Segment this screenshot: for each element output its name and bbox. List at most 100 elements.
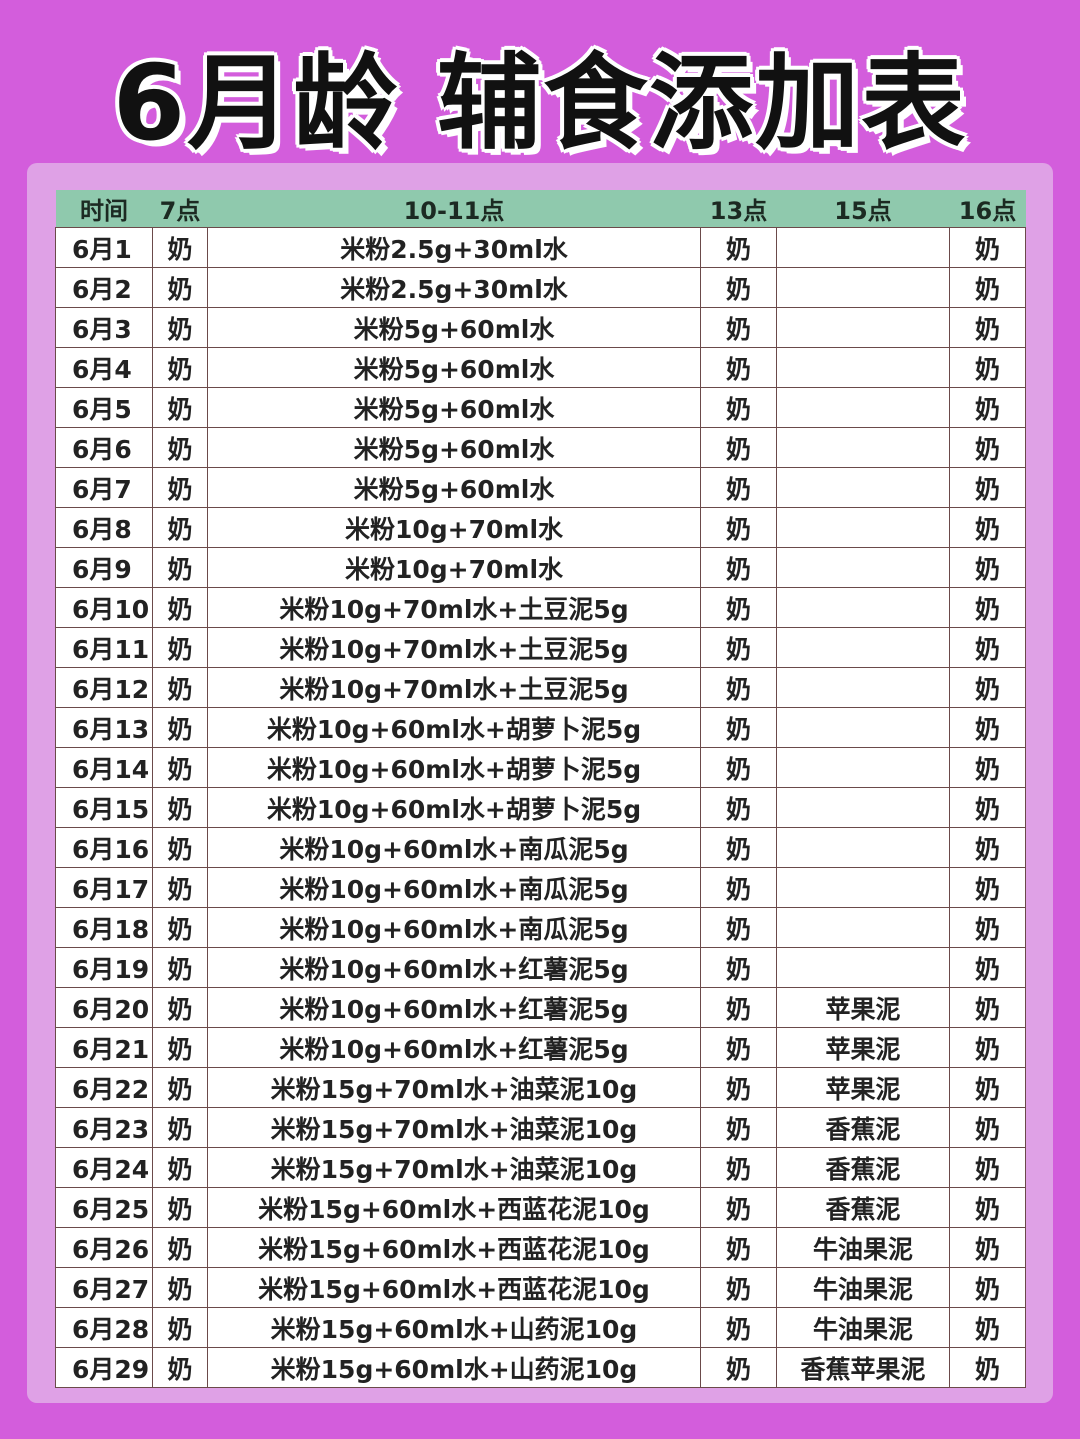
- table-row: 6月1 奶米粉2.5g+30ml水奶奶: [55, 227, 1026, 268]
- cell-date: 6月16: [55, 827, 153, 868]
- feeding-schedule-table: 时间 7点 10-11点 13点 15点 16点 6月1 奶米粉2.5g+30ml…: [55, 190, 1026, 1388]
- cell-7: 奶: [152, 1227, 208, 1268]
- cell-15: [776, 307, 950, 348]
- table-row: 6月26 奶米粉15g+60ml水+西蓝花泥10g 奶牛油果泥奶: [55, 1227, 1026, 1268]
- cell-15: 牛油果泥: [776, 1227, 950, 1268]
- cell-date: 6月19: [55, 947, 153, 988]
- cell-15: [776, 667, 950, 708]
- table-row: 6月21 奶米粉10g+60ml水+红薯泥5g 奶苹果泥奶: [55, 1027, 1026, 1068]
- cell-13: 奶: [700, 1347, 777, 1388]
- table-row: 6月18 奶米粉10g+60ml水+南瓜泥5g 奶奶: [55, 907, 1026, 948]
- cell-7: 奶: [152, 947, 208, 988]
- cell-10-11: 米粉15g+70ml水+油菜泥10g: [207, 1067, 701, 1108]
- cell-7: 奶: [152, 867, 208, 908]
- cell-10-11: 米粉15g+60ml水+西蓝花泥10g: [207, 1227, 701, 1268]
- cell-15: [776, 427, 950, 468]
- table-row: 6月14 奶米粉10g+60ml水+胡萝卜泥5g 奶奶: [55, 747, 1026, 788]
- cell-10-11: 米粉15g+70ml水+油菜泥10g: [207, 1107, 701, 1148]
- cell-10-11: 米粉2.5g+30ml水: [207, 227, 701, 268]
- cell-15: [776, 827, 950, 868]
- cell-7: 奶: [152, 1307, 208, 1348]
- cell-15: 香蕉苹果泥: [776, 1347, 950, 1388]
- cell-10-11: 米粉5g+60ml水: [207, 427, 701, 468]
- cell-7: 奶: [152, 507, 208, 548]
- cell-10-11: 米粉15g+60ml水+山药泥10g: [207, 1347, 701, 1388]
- cell-10-11: 米粉10g+70ml水+土豆泥5g: [207, 627, 701, 668]
- cell-7: 奶: [152, 1067, 208, 1108]
- header-16: 16点: [949, 190, 1026, 228]
- cell-15: 香蕉泥: [776, 1147, 950, 1188]
- table-row: 6月24 奶米粉15g+70ml水+油菜泥10g 奶香蕉泥奶: [55, 1147, 1026, 1188]
- cell-date: 6月1: [55, 227, 153, 268]
- cell-13: 奶: [700, 1027, 777, 1068]
- cell-16: 奶: [949, 587, 1026, 628]
- table-row: 6月15 奶米粉10g+60ml水+胡萝卜泥5g 奶奶: [55, 787, 1026, 828]
- cell-16: 奶: [949, 1067, 1026, 1108]
- cell-16: 奶: [949, 707, 1026, 748]
- cell-16: 奶: [949, 1107, 1026, 1148]
- header-7: 7点: [152, 190, 208, 228]
- cell-15: 香蕉泥: [776, 1187, 950, 1228]
- cell-date: 6月13: [55, 707, 153, 748]
- cell-15: [776, 787, 950, 828]
- cell-date: 6月8: [55, 507, 153, 548]
- cell-10-11: 米粉10g+60ml水+红薯泥5g: [207, 1027, 701, 1068]
- cell-15: [776, 947, 950, 988]
- cell-7: 奶: [152, 227, 208, 268]
- cell-10-11: 米粉2.5g+30ml水: [207, 267, 701, 308]
- cell-7: 奶: [152, 307, 208, 348]
- cell-15: [776, 387, 950, 428]
- cell-10-11: 米粉10g+60ml水+胡萝卜泥5g: [207, 707, 701, 748]
- cell-13: 奶: [700, 987, 777, 1028]
- cell-16: 奶: [949, 1267, 1026, 1308]
- cell-7: 奶: [152, 547, 208, 588]
- cell-date: 6月12: [55, 667, 153, 708]
- cell-10-11: 米粉10g+60ml水+南瓜泥5g: [207, 907, 701, 948]
- cell-13: 奶: [700, 1227, 777, 1268]
- cell-date: 6月14: [55, 747, 153, 788]
- cell-13: 奶: [700, 427, 777, 468]
- cell-10-11: 米粉15g+60ml水+山药泥10g: [207, 1307, 701, 1348]
- cell-16: 奶: [949, 427, 1026, 468]
- cell-7: 奶: [152, 787, 208, 828]
- cell-16: 奶: [949, 667, 1026, 708]
- cell-10-11: 米粉15g+60ml水+西蓝花泥10g: [207, 1267, 701, 1308]
- cell-10-11: 米粉10g+70ml水: [207, 507, 701, 548]
- cell-date: 6月2: [55, 267, 153, 308]
- table-row: 6月10 奶米粉10g+70ml水+土豆泥5g 奶奶: [55, 587, 1026, 628]
- cell-7: 奶: [152, 667, 208, 708]
- cell-date: 6月10: [55, 587, 153, 628]
- table-row: 6月8 奶米粉10g+70ml水奶奶: [55, 507, 1026, 548]
- cell-13: 奶: [700, 667, 777, 708]
- cell-date: 6月28: [55, 1307, 153, 1348]
- cell-10-11: 米粉10g+60ml水+红薯泥5g: [207, 987, 701, 1028]
- cell-13: 奶: [700, 827, 777, 868]
- cell-15: [776, 267, 950, 308]
- table-row: 6月23 奶米粉15g+70ml水+油菜泥10g 奶香蕉泥奶: [55, 1107, 1026, 1148]
- table-row: 6月29 奶米粉15g+60ml水+山药泥10g 奶香蕉苹果泥奶: [55, 1347, 1026, 1388]
- cell-16: 奶: [949, 947, 1026, 988]
- cell-13: 奶: [700, 1067, 777, 1108]
- cell-10-11: 米粉10g+60ml水+南瓜泥5g: [207, 867, 701, 908]
- cell-date: 6月5: [55, 387, 153, 428]
- cell-16: 奶: [949, 867, 1026, 908]
- cell-13: 奶: [700, 267, 777, 308]
- table-row: 6月28 奶米粉15g+60ml水+山药泥10g 奶牛油果泥奶: [55, 1307, 1026, 1348]
- page-title: 6月龄 辅食添加表: [112, 42, 968, 164]
- cell-16: 奶: [949, 507, 1026, 548]
- cell-15: 香蕉泥: [776, 1107, 950, 1148]
- cell-16: 奶: [949, 1027, 1026, 1068]
- cell-10-11: 米粉5g+60ml水: [207, 467, 701, 508]
- cell-10-11: 米粉10g+70ml水+土豆泥5g: [207, 587, 701, 628]
- cell-date: 6月22: [55, 1067, 153, 1108]
- table-row: 6月22 奶米粉15g+70ml水+油菜泥10g 奶苹果泥奶: [55, 1067, 1026, 1108]
- cell-date: 6月7: [55, 467, 153, 508]
- table-row: 6月4 奶米粉5g+60ml水奶奶: [55, 347, 1026, 388]
- cell-16: 奶: [949, 987, 1026, 1028]
- cell-15: 苹果泥: [776, 1067, 950, 1108]
- cell-10-11: 米粉10g+70ml水: [207, 547, 701, 588]
- table-row: 6月2 奶米粉2.5g+30ml水奶奶: [55, 267, 1026, 308]
- cell-date: 6月15: [55, 787, 153, 828]
- cell-13: 奶: [700, 907, 777, 948]
- cell-7: 奶: [152, 1027, 208, 1068]
